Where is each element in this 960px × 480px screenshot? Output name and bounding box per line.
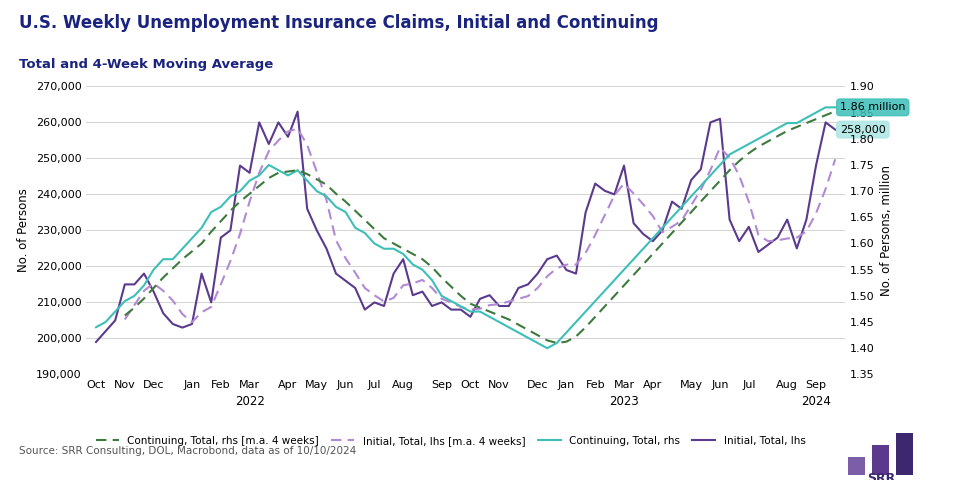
Bar (849, 457, 865, 475)
Text: Total and 4-Week Moving Average: Total and 4-Week Moving Average (19, 58, 274, 71)
Y-axis label: No. of Persons, million: No. of Persons, million (880, 165, 893, 296)
Text: 2024: 2024 (801, 395, 831, 408)
Text: U.S. Weekly Unemployment Insurance Claims, Initial and Continuing: U.S. Weekly Unemployment Insurance Claim… (19, 14, 659, 33)
Text: 258,000: 258,000 (840, 125, 886, 134)
Text: Source: SRR Consulting, DOL, Macrobond, data as of 10/10/2024: Source: SRR Consulting, DOL, Macrobond, … (19, 446, 356, 456)
Text: 1.86 million: 1.86 million (840, 102, 905, 112)
Bar (897, 433, 913, 475)
Text: SRR: SRR (867, 472, 895, 480)
Y-axis label: No. of Persons: No. of Persons (17, 189, 30, 272)
Text: 2023: 2023 (610, 395, 638, 408)
Text: 2022: 2022 (234, 395, 265, 408)
Bar (873, 445, 889, 475)
Legend: Continuing, Total, rhs [m.a. 4 weeks], Initial, Total, lhs [m.a. 4 weeks], Conti: Continuing, Total, rhs [m.a. 4 weeks], I… (91, 432, 809, 450)
